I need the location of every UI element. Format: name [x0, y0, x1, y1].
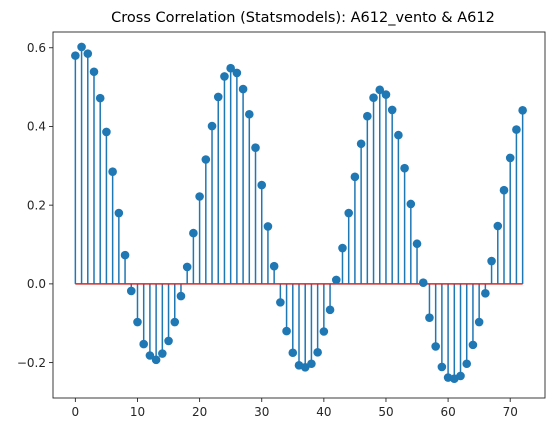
x-tick-label: 70 — [503, 405, 518, 419]
stem-marker — [114, 208, 124, 218]
y-tick-label: 0.4 — [27, 120, 46, 134]
x-tick-label: 30 — [254, 405, 269, 419]
stem-marker — [282, 326, 291, 336]
stem-marker — [189, 228, 198, 238]
stem-marker — [245, 109, 254, 119]
stem-marker — [350, 172, 360, 182]
stem-marker — [313, 348, 322, 357]
x-tick-label: 60 — [440, 405, 455, 419]
stem-marker — [207, 121, 217, 131]
stem-marker — [232, 68, 242, 78]
y-tick-label: 0.2 — [27, 198, 46, 212]
stem-marker — [474, 317, 484, 327]
stem-marker — [276, 298, 285, 307]
y-tick-label: −0.2 — [17, 356, 46, 370]
stem-marker — [201, 155, 211, 164]
stem-marker — [400, 163, 409, 173]
stem-marker — [406, 199, 416, 209]
stem-marker — [176, 291, 186, 301]
chart-title: Cross Correlation (Statsmodels): A612_ve… — [111, 10, 495, 26]
stem-marker — [456, 371, 465, 381]
stem-marker — [120, 250, 130, 260]
stem-marker — [139, 339, 148, 349]
stem-marker — [375, 85, 385, 95]
stem-marker — [356, 139, 366, 149]
plot-frame — [52, 31, 546, 399]
stem-marker — [431, 342, 440, 351]
stem-marker — [257, 180, 267, 190]
stem-marker — [319, 327, 329, 336]
stem-marker — [182, 262, 192, 272]
stem-marker — [213, 92, 223, 102]
stem-marker — [108, 167, 117, 177]
marker-group — [71, 42, 527, 384]
stem-marker — [387, 105, 397, 115]
y-tick-label: 0.0 — [27, 277, 46, 291]
stem-marker — [518, 106, 527, 115]
stem-marker — [263, 222, 273, 231]
x-tick-label: 10 — [130, 405, 145, 419]
stem-marker — [83, 49, 93, 58]
stem-marker — [307, 359, 316, 369]
stem-marker — [487, 256, 496, 266]
stem-marker — [133, 317, 142, 327]
stem-marker — [158, 349, 167, 358]
stem-marker — [394, 130, 403, 140]
x-tick-label: 40 — [316, 405, 331, 419]
stem-marker — [418, 278, 428, 287]
x-tick-label: 20 — [192, 405, 207, 419]
stem-marker — [102, 127, 111, 137]
stem-marker — [331, 275, 341, 285]
y-tick-label: 0.6 — [27, 41, 46, 55]
x-tick-label: 0 — [72, 405, 80, 419]
stem-marker — [126, 286, 136, 296]
stem-marker — [437, 362, 447, 372]
stem-marker — [468, 340, 478, 350]
x-tick-label: 50 — [378, 405, 393, 419]
stem-group — [74, 46, 524, 379]
stem-marker — [226, 63, 235, 73]
stem-marker — [425, 313, 434, 323]
stem-marker — [363, 111, 372, 121]
stem-marker — [462, 359, 472, 369]
stem-marker — [344, 208, 353, 218]
stem-marker — [195, 192, 204, 201]
stem-marker — [412, 239, 422, 249]
stem-marker — [499, 185, 509, 195]
stem-marker — [71, 51, 80, 60]
x-axis: 0 10 20 30 40 50 60 70 — [72, 398, 518, 419]
stem-marker — [325, 305, 335, 315]
stem-marker — [220, 72, 229, 81]
stem-marker — [77, 42, 86, 52]
stem-marker — [151, 355, 161, 365]
stem-marker — [170, 317, 180, 327]
y-axis: −0.2 0.0 0.2 0.4 0.6 — [17, 41, 53, 370]
stem-marker — [238, 84, 248, 94]
stem-marker — [338, 243, 347, 253]
stem-marker — [288, 348, 298, 358]
stem-marker — [493, 221, 503, 231]
stem-marker — [269, 261, 279, 271]
stem-marker — [145, 351, 155, 360]
stem-marker — [481, 289, 490, 298]
stem-marker — [512, 125, 521, 134]
stem-marker — [89, 67, 99, 77]
stem-marker — [251, 143, 260, 153]
stem-marker — [505, 153, 515, 163]
stem-marker — [381, 90, 391, 99]
stem-marker — [369, 93, 378, 103]
stem-marker — [95, 93, 105, 103]
stem-marker — [164, 336, 173, 346]
